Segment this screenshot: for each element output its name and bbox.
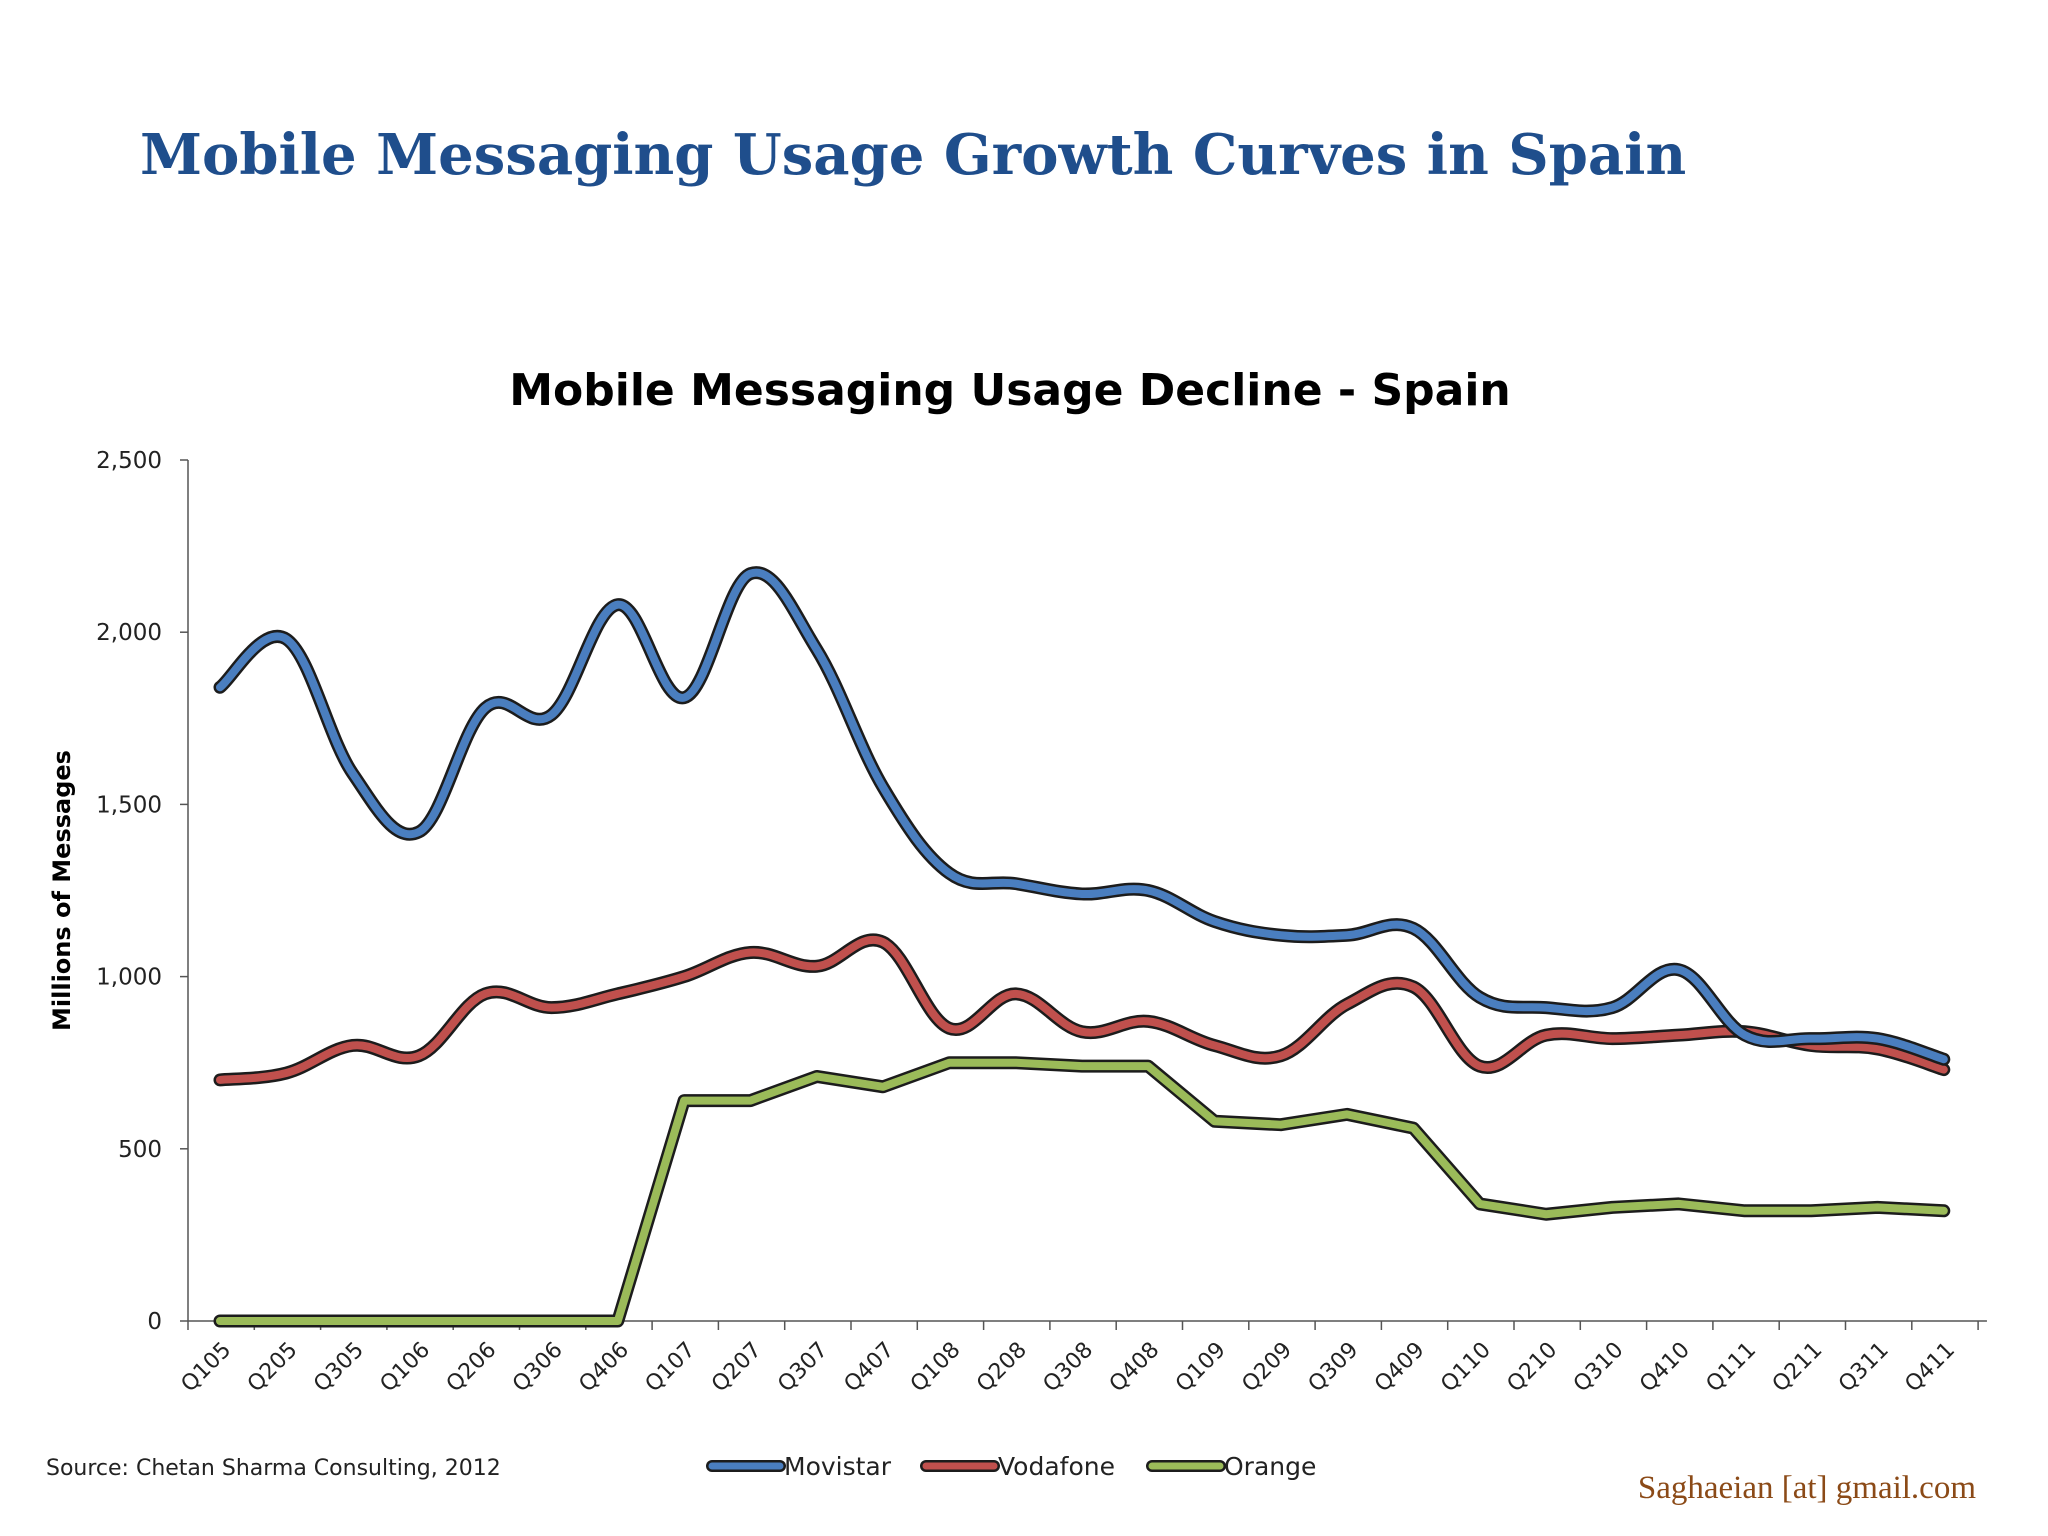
x-tick-label: Q209: [1237, 1338, 1297, 1398]
legend-label-orange: Orange: [1224, 1452, 1316, 1481]
legend-label-movistar: Movistar: [784, 1452, 892, 1481]
y-tick-label: 0: [147, 1309, 162, 1335]
chart-title: Mobile Messaging Usage Decline - Spain: [509, 365, 1510, 416]
x-tick-label: Q308: [1039, 1338, 1099, 1398]
x-tick-label: Q305: [309, 1338, 369, 1398]
x-tick-label: Q206: [442, 1338, 502, 1398]
x-tick-label: Q406: [574, 1338, 634, 1398]
y-axis-label: Millions of Messages: [48, 750, 76, 1031]
x-tick-label: Q307: [773, 1338, 833, 1398]
x-tick-label: Q410: [1635, 1338, 1695, 1398]
x-tick-label: Q208: [972, 1338, 1032, 1398]
series-line-vodafone: [216, 936, 1948, 1084]
series-outline-movistar: [213, 566, 1951, 1066]
x-tick-label: Q306: [508, 1338, 568, 1398]
y-tick-label: 2,000: [96, 620, 162, 646]
x-tick-label: Q207: [707, 1338, 767, 1398]
series-line-orange: [216, 1058, 1948, 1325]
y-tick-label: 1,500: [96, 792, 162, 818]
x-tick-label: Q408: [1105, 1338, 1165, 1398]
x-tick-label: Q110: [1436, 1338, 1496, 1398]
x-tick-label: Q106: [376, 1338, 436, 1398]
source-note: Source: Chetan Sharma Consulting, 2012: [46, 1456, 501, 1481]
x-tick-label: Q109: [1171, 1338, 1231, 1398]
slide-title: Mobile Messaging Usage Growth Curves in …: [140, 122, 1687, 188]
x-tick-label: Q311: [1834, 1338, 1894, 1398]
x-tick-label: Q309: [1304, 1338, 1364, 1398]
series-line-movistar: [216, 568, 1948, 1064]
series-outline-vodafone: [213, 933, 1951, 1087]
series-outline-orange: [213, 1056, 1951, 1328]
x-tick-label: Q211: [1768, 1338, 1828, 1398]
x-tick-label: Q108: [906, 1338, 966, 1398]
x-tick-label: Q407: [840, 1338, 900, 1398]
x-tick-label: Q310: [1569, 1338, 1629, 1398]
x-tick-label: Q411: [1900, 1338, 1960, 1398]
x-tick-label: Q111: [1702, 1338, 1762, 1398]
x-tick-label: Q107: [641, 1338, 701, 1398]
x-tick-label: Q205: [243, 1338, 303, 1398]
y-tick-label: 500: [118, 1137, 162, 1163]
credit-note: Saghaeian [at] gmail.com: [1637, 1470, 1976, 1506]
y-tick-label: 1,000: [96, 965, 162, 991]
x-tick-label: Q210: [1503, 1338, 1563, 1398]
x-tick-label: Q409: [1370, 1338, 1430, 1398]
x-tick-label: Q105: [177, 1338, 237, 1398]
legend-label-vodafone: Vodafone: [998, 1452, 1115, 1481]
y-tick-label: 2,500: [96, 448, 162, 474]
